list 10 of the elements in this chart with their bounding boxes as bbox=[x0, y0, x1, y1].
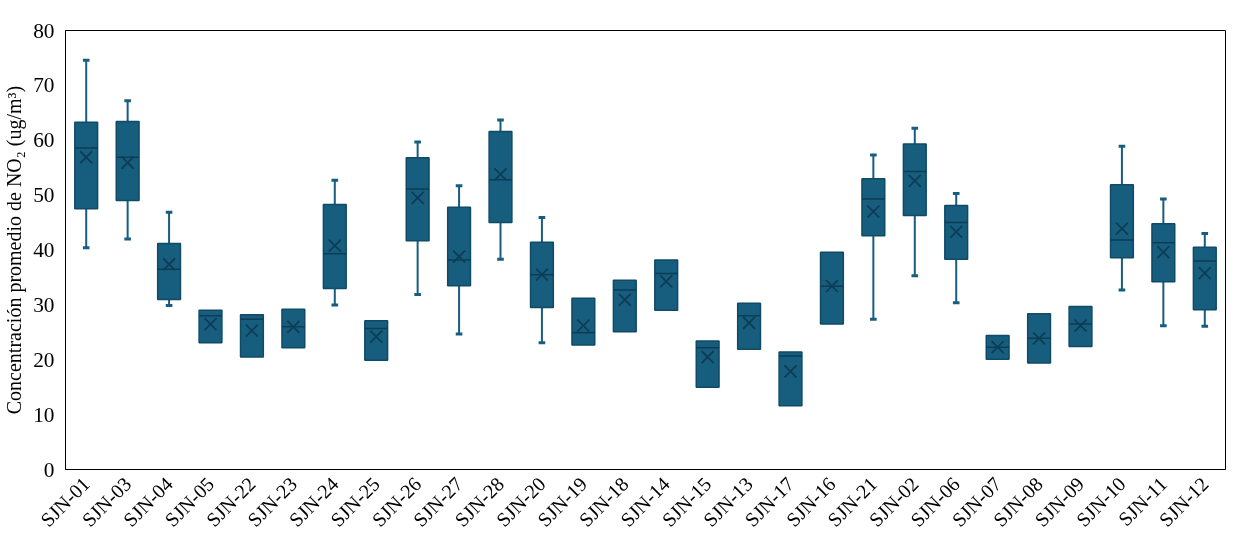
y-tick-label: 20 bbox=[33, 347, 55, 372]
y-tick-label: 0 bbox=[43, 457, 55, 482]
y-tick-label: 80 bbox=[33, 18, 55, 43]
y-tick-label: 30 bbox=[33, 292, 55, 317]
y-tick-label: 50 bbox=[33, 183, 55, 208]
y-tick-label: 60 bbox=[33, 128, 55, 153]
y-tick-label: 10 bbox=[33, 402, 55, 427]
y-axis-title: Concentración promedio de NO₂ (ug/m³) bbox=[3, 85, 27, 415]
y-tick-label: 40 bbox=[33, 238, 55, 262]
y-tick-label: 70 bbox=[33, 73, 55, 98]
